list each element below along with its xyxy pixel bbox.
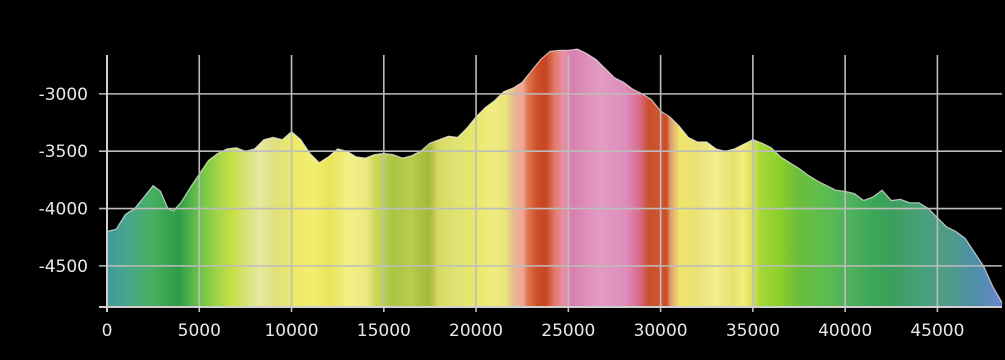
x-tick-label: 45000 [910,321,964,341]
x-tick-label: 15000 [357,321,411,341]
x-tick-label: 30000 [634,321,688,341]
x-tick-label: 25000 [541,321,595,341]
y-tick-label: -4500 [39,257,88,277]
x-tick-label: 0 [102,321,113,341]
x-tick-label: 40000 [818,321,872,341]
x-tick-label: 10000 [264,321,318,341]
x-tick-label: 20000 [449,321,503,341]
x-tick-label: 5000 [178,321,221,341]
elevation-area [107,49,1002,306]
y-tick-label: -4000 [39,200,88,220]
y-tick-label: -3000 [39,85,88,105]
y-tick-label: -3500 [39,142,88,162]
x-tick-label: 35000 [726,321,780,341]
